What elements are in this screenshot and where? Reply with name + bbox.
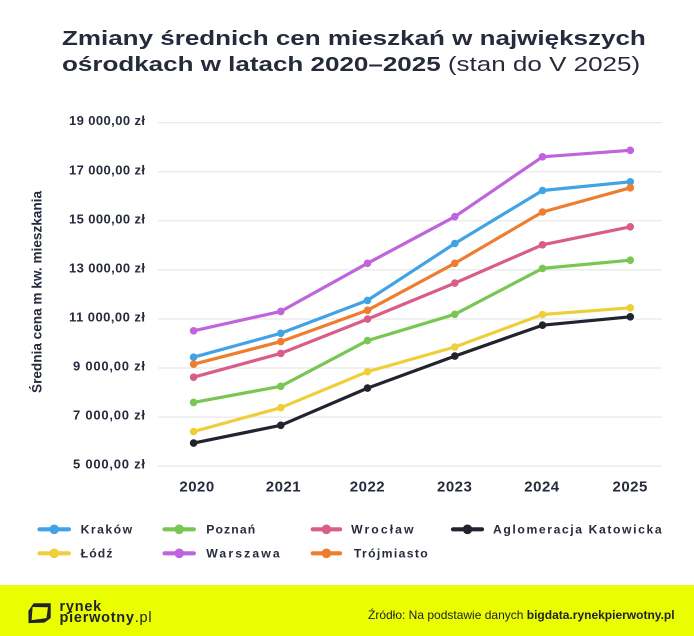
svg-text:2020: 2020 [179, 478, 214, 495]
svg-text:Średnia cena m kw. mieszkania: Średnia cena m kw. mieszkania [27, 191, 44, 393]
svg-text:Łódź: Łódź [81, 546, 113, 560]
svg-text:19 000,00 zł: 19 000,00 zł [69, 113, 145, 128]
svg-text:2022: 2022 [350, 478, 385, 495]
svg-text:Poznań: Poznań [206, 522, 255, 536]
svg-text:Trójmiasto: Trójmiasto [354, 546, 428, 560]
svg-text:9 000,00 zł: 9 000,00 zł [73, 359, 145, 374]
svg-text:2024: 2024 [524, 478, 559, 495]
svg-text:2021: 2021 [266, 478, 301, 495]
svg-text:7 000,00 zł: 7 000,00 zł [73, 408, 145, 423]
svg-text:2023: 2023 [437, 478, 472, 495]
svg-text:15 000,00 zł: 15 000,00 zł [69, 211, 145, 226]
svg-text:Warszawa: Warszawa [206, 546, 280, 560]
svg-text:2025: 2025 [613, 478, 648, 495]
svg-text:11 000,00 zł: 11 000,00 zł [69, 310, 145, 325]
svg-text:Kraków: Kraków [81, 522, 133, 536]
svg-text:13 000,00 zł: 13 000,00 zł [69, 260, 145, 275]
svg-text:Wrocław: Wrocław [351, 522, 414, 536]
svg-text:17 000,00 zł: 17 000,00 zł [69, 162, 145, 177]
svg-text:Aglomeracja Katowicka: Aglomeracja Katowicka [493, 522, 662, 536]
svg-text:5 000,00 zł: 5 000,00 zł [73, 457, 145, 472]
